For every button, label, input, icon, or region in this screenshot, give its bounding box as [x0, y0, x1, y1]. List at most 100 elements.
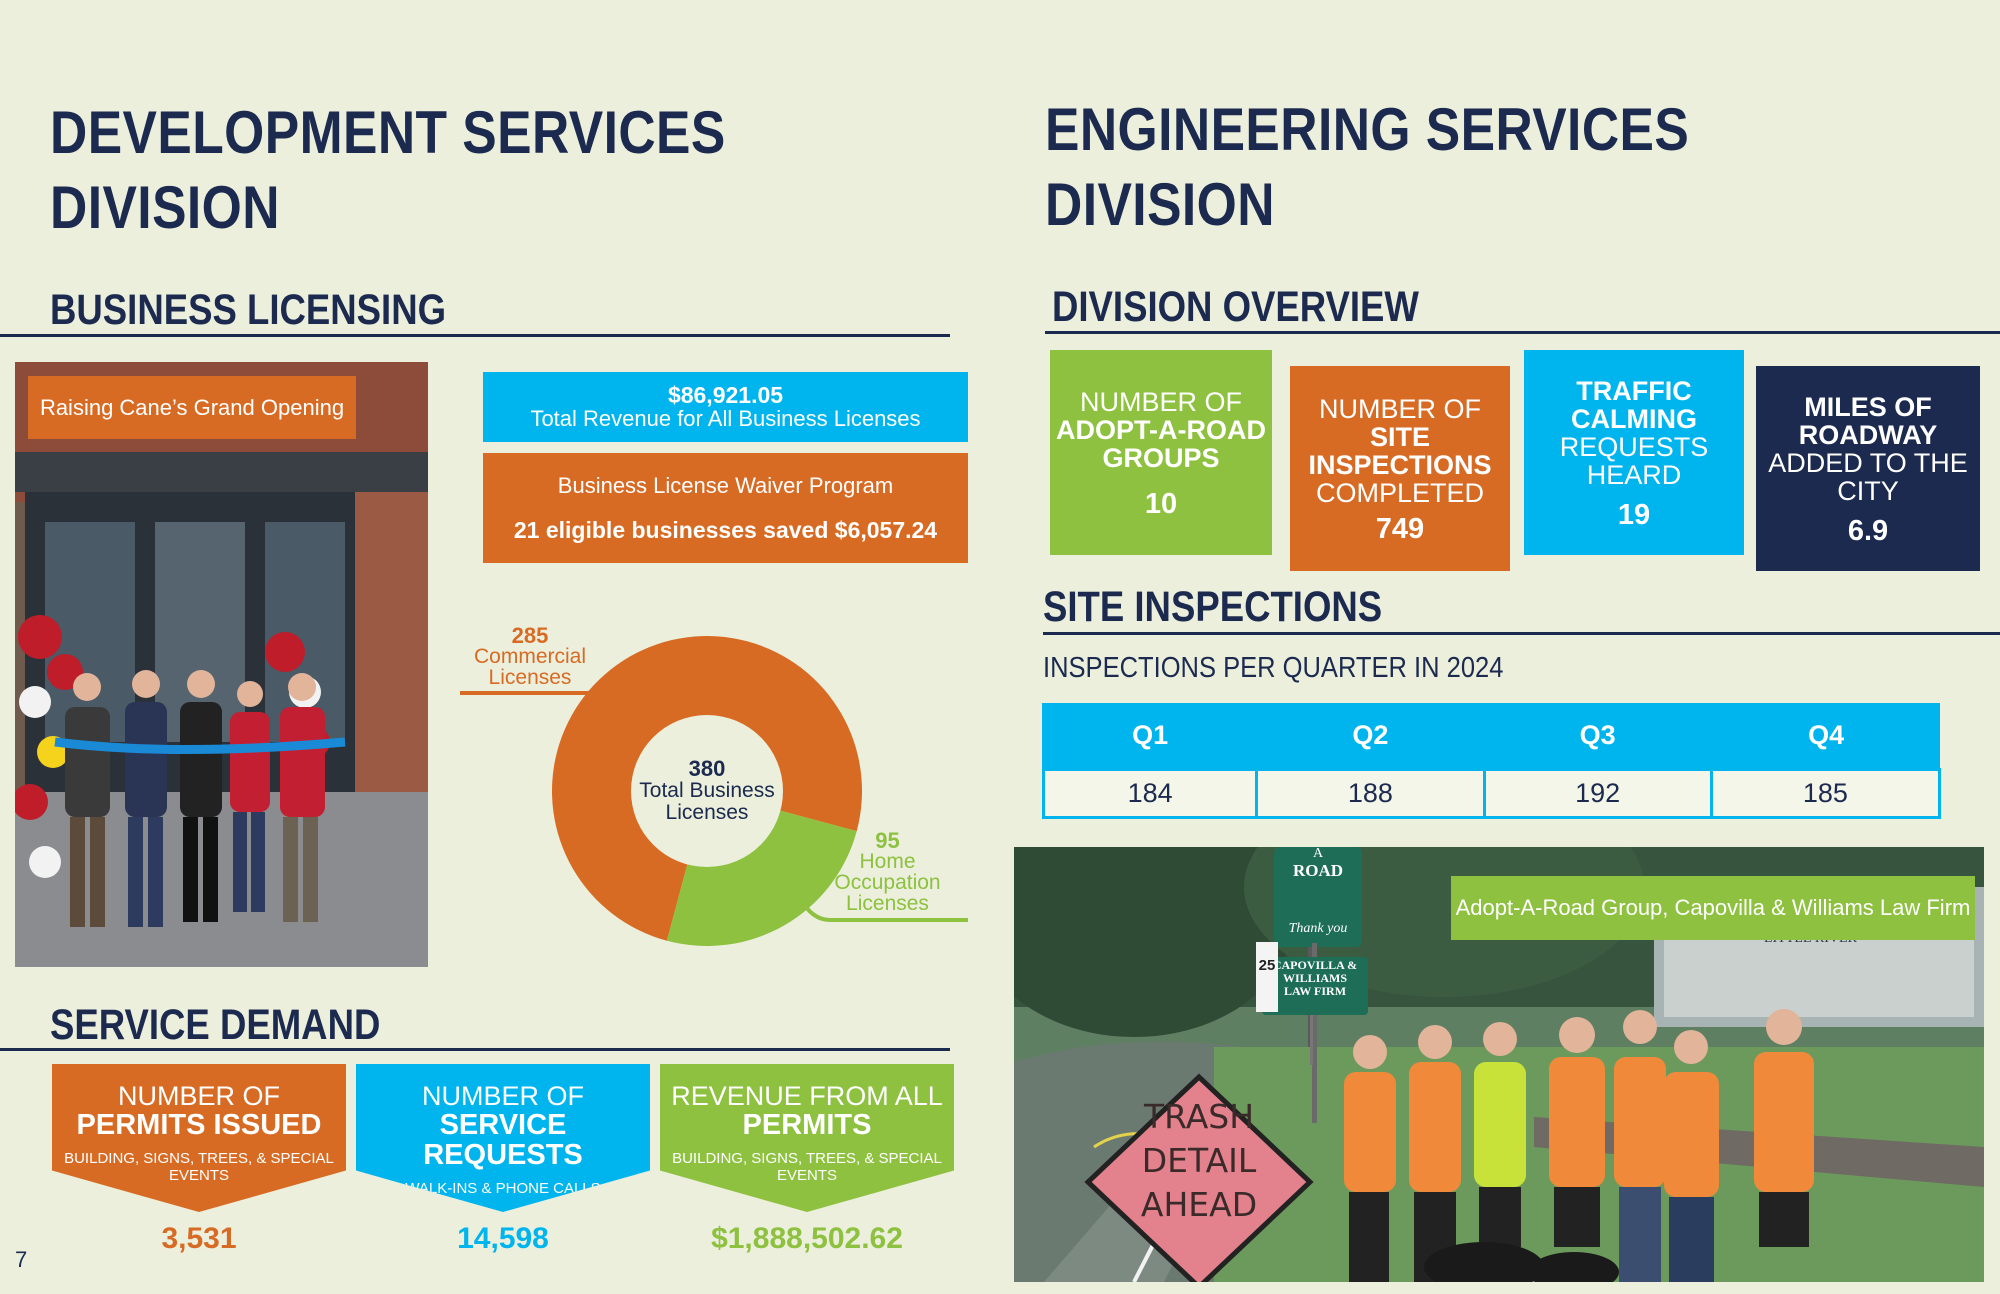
- traffic-value: 19: [1617, 498, 1651, 531]
- left-title-line2: DIVISION: [50, 174, 280, 241]
- site-inspections-box: NUMBER OF SITE INSPECTIONS COMPLETED 749: [1290, 366, 1510, 571]
- road-sign-a: A: [1312, 847, 1324, 861]
- site-l2: SITE: [1369, 421, 1430, 452]
- waiver-program-detail: 21 eligible businesses saved $6,057.24: [513, 516, 938, 543]
- requests-l3: WALK-INS & PHONE CALLS: [405, 1180, 601, 1197]
- adopt-a-road-box: NUMBER OF ADOPT-A-ROAD GROUPS 10: [1050, 350, 1272, 555]
- commercial-value: 285: [511, 623, 549, 648]
- quarter-value: 192: [1482, 767, 1713, 819]
- permits-l1: NUMBER OF: [118, 1081, 280, 1111]
- commercial-line1: Commercial: [473, 645, 586, 668]
- miles-roadway-box: MILES OF ROADWAY ADDED TO THE CITY 6.9: [1756, 366, 1980, 571]
- quarter-value: 188: [1255, 767, 1486, 819]
- traffic-l3: REQUESTS: [1559, 431, 1709, 462]
- site-inspections-rule: [1043, 632, 2000, 635]
- site-l3: INSPECTIONS: [1308, 449, 1492, 480]
- donut-center-line1: Total Business: [639, 779, 775, 802]
- adopt-l1: NUMBER OF: [1080, 386, 1242, 417]
- trash-sign-text: TRASH DETAIL AHEAD: [1125, 1095, 1273, 1227]
- business-licensing-rule: [0, 334, 950, 337]
- donut-center-label: 380 Total Business Licenses: [627, 758, 787, 824]
- left-title-line1: DEVELOPMENT SERVICES: [50, 99, 726, 166]
- sponsor-line2: WILLIAMS: [1282, 971, 1347, 985]
- adopt-value: 10: [1144, 487, 1178, 520]
- permits-l3: BUILDING, SIGNS, TREES, & SPECIAL EVENTS: [64, 1150, 334, 1184]
- requests-l2: SERVICE REQUESTS: [423, 1109, 583, 1171]
- business-license-donut: [460, 636, 968, 946]
- quarter-header: Q3: [1482, 703, 1712, 769]
- right-title: ENGINEERING SERVICES DIVISION: [1045, 92, 1945, 242]
- grand-opening-caption: Raising Cane’s Grand Opening: [28, 376, 356, 439]
- quarter-header: Q4: [1709, 703, 1940, 769]
- page-number: 7: [15, 1247, 28, 1272]
- revenue-l1: REVENUE FROM ALL: [671, 1081, 943, 1111]
- grand-opening-photo: Raising Cane’s Grand Opening: [15, 362, 428, 967]
- inspections-header-row: Q1 Q2 Q3 Q4: [1041, 703, 1940, 769]
- permits-issued-chevron: NUMBER OF PERMITS ISSUED BUILDING, SIGNS…: [52, 1064, 346, 1212]
- traffic-calming-box: TRAFFIC CALMING REQUESTS HEARD 19: [1524, 350, 1744, 555]
- service-requests-chevron: NUMBER OF SERVICE REQUESTS WALK-INS & PH…: [356, 1064, 650, 1212]
- permits-issued-value: 3,531: [161, 1222, 237, 1255]
- inspections-subheading: INSPECTIONS PER QUARTER IN 2024: [1043, 652, 1504, 684]
- business-licensing-heading: BUSINESS LICENSING: [50, 286, 447, 334]
- adopt-l2: ADOPT-A-ROAD: [1056, 414, 1266, 445]
- sponsor-line3: LAW FIRM: [1283, 984, 1347, 998]
- traffic-l4: HEARD: [1586, 459, 1682, 490]
- miles-l2: ROADWAY: [1798, 419, 1938, 450]
- home-leader-line: [798, 897, 968, 922]
- donut-center-line2: Licenses: [665, 801, 749, 824]
- permit-revenue-chevron: REVENUE FROM ALL PERMITS BUILDING, SIGNS…: [660, 1064, 954, 1212]
- commercial-line2: Licenses: [488, 666, 572, 689]
- sponsor-line1: CAPOVILLA &: [1272, 958, 1358, 972]
- adopt-l3: GROUPS: [1102, 442, 1220, 473]
- quarter-header: Q1: [1041, 703, 1257, 769]
- service-demand-rule: [0, 1048, 950, 1051]
- road-sign-thanks: Thank you: [1288, 921, 1348, 936]
- site-value: 749: [1375, 512, 1425, 545]
- division-overview-rule: [1045, 331, 2000, 334]
- traffic-l2: CALMING: [1571, 403, 1697, 434]
- left-title: DEVELOPMENT SERVICES DIVISION: [50, 95, 850, 245]
- trash-line1: TRASH: [1143, 1097, 1255, 1136]
- home-line3: Licenses: [846, 892, 929, 915]
- site-l4: COMPLETED: [1315, 477, 1485, 508]
- road-sign-road: ROAD: [1292, 861, 1344, 880]
- quarter-header: Q2: [1255, 703, 1485, 769]
- commercial-licenses-label: 285 Commercial Licenses: [460, 623, 600, 689]
- site-l1: NUMBER OF: [1319, 393, 1481, 424]
- home-value: 95: [875, 828, 900, 853]
- trash-line3: AHEAD: [1140, 1185, 1258, 1224]
- grand-opening-photo-art: [15, 362, 428, 967]
- inspections-value-row: 184 188 192 185: [1041, 767, 1942, 819]
- commercial-leader-line: [460, 684, 599, 695]
- adopt-a-road-caption: Adopt-A-Road Group, Capovilla & Williams…: [1451, 876, 1975, 940]
- home-occupation-label: 95 Home Occupation Licenses: [820, 828, 955, 915]
- miles-l1: MILES OF: [1804, 391, 1932, 422]
- permit-revenue-value: $1,888,502.62: [711, 1222, 903, 1255]
- traffic-l1: TRAFFIC: [1576, 375, 1692, 406]
- revenue-l3: BUILDING, SIGNS, TREES, & SPECIAL EVENTS: [672, 1150, 942, 1184]
- site-inspections-heading: SITE INSPECTIONS: [1043, 583, 1383, 631]
- division-overview-heading: DIVISION OVERVIEW: [1052, 283, 1419, 331]
- requests-l1: NUMBER OF: [422, 1081, 584, 1111]
- waiver-program-box: Business License Waiver Program 21 eligi…: [483, 453, 968, 563]
- home-line1: Home: [859, 850, 916, 873]
- right-title-line2: DIVISION: [1045, 171, 1275, 238]
- donut-center-value: 380: [688, 756, 726, 781]
- miles-l4: CITY: [1837, 475, 1899, 506]
- service-demand-heading: SERVICE DEMAND: [50, 1001, 381, 1049]
- waiver-program-title: Business License Waiver Program: [557, 472, 894, 498]
- quarter-value: 184: [1041, 767, 1259, 819]
- right-title-line1: ENGINEERING SERVICES: [1045, 96, 1690, 163]
- license-revenue-value: $86,921.05: [667, 382, 784, 408]
- miles-value: 6.9: [1847, 514, 1889, 547]
- license-revenue-box: $86,921.05 Total Revenue for All Busines…: [483, 372, 968, 442]
- quarter-value: 185: [1709, 767, 1942, 819]
- road-sign-text: A ROAD Thank you: [1274, 847, 1362, 937]
- service-requests-value: 14,598: [457, 1222, 549, 1255]
- inspections-table: Q1 Q2 Q3 Q4 184 188 192 185: [1041, 703, 1942, 819]
- sponsor-sign-text: CAPOVILLA & WILLIAMS LAW FIRM: [1262, 959, 1368, 998]
- home-line2: Occupation: [834, 871, 941, 894]
- license-revenue-label: Total Revenue for All Business Licenses: [530, 406, 921, 431]
- speed-limit-sign: 25: [1258, 957, 1276, 974]
